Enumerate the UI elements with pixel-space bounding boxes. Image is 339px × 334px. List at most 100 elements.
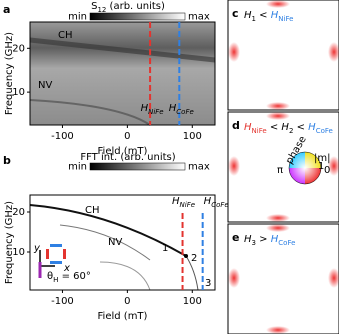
wheel-label: |m| — [314, 153, 330, 164]
x-tick-label: -100 — [51, 296, 74, 307]
subscript: 3 — [252, 239, 256, 247]
colorbar-max: max — [188, 12, 210, 23]
y-tick-label: 10 — [12, 87, 25, 98]
text-part: < — [256, 10, 271, 21]
annotation: NV — [108, 237, 122, 248]
nv-curve — [59, 224, 151, 261]
axes-frame — [29, 194, 216, 291]
blob — [228, 268, 240, 288]
text-part: = 60° — [58, 271, 90, 282]
panel-label: a — [3, 3, 10, 16]
subscript: NiFe — [252, 127, 267, 135]
text-part: H — [141, 103, 149, 114]
text-part: θ — [47, 271, 53, 282]
wheel-label: 1 — [318, 161, 324, 172]
x-tick-label: 100 — [183, 131, 202, 142]
panel-label: e — [232, 231, 239, 244]
magnet — [50, 261, 62, 264]
subscript: 1 — [252, 15, 256, 23]
x-tick-label: 0 — [124, 131, 130, 142]
annotation: 1 — [162, 243, 168, 254]
x-axis-label: Field (mT) — [98, 311, 148, 322]
mode-dot — [184, 254, 188, 258]
x-tick-label: 100 — [183, 296, 202, 307]
blob — [266, 224, 290, 232]
y-tick-label: 20 — [12, 43, 25, 54]
text-part: FFT int. (arb. units) — [80, 152, 175, 163]
magnet — [46, 249, 49, 259]
colorbar — [89, 162, 186, 171]
subscript: NiFe — [278, 15, 293, 23]
text-part: H — [271, 10, 279, 21]
text-part: < — [293, 122, 308, 133]
subscript: CoFe — [211, 201, 229, 209]
text-part: < — [267, 122, 282, 133]
annotation: 2 — [191, 253, 197, 264]
y-axis-label: Frequency (GHz) — [4, 32, 15, 115]
magnet — [63, 249, 66, 259]
text-part: H — [172, 196, 180, 207]
blob — [328, 156, 339, 176]
map-frame — [227, 223, 339, 334]
subscript: 12 — [97, 6, 106, 14]
y-tick-label: 20 — [12, 207, 25, 218]
x-axis-label: Field (mT) — [98, 146, 148, 157]
blob — [266, 0, 290, 8]
panel-label: d — [232, 119, 240, 132]
heatmap — [30, 22, 215, 125]
map-title: H1 < HNiFe — [244, 10, 293, 23]
x-tick-label: -100 — [51, 131, 74, 142]
colorbar-title: FFT int. (arb. units) — [80, 152, 175, 163]
text-part: > — [256, 234, 271, 245]
panel-label: c — [232, 7, 239, 20]
text-part: H — [271, 234, 279, 245]
text-part: (arb. units) — [106, 1, 165, 12]
axes-frame — [29, 21, 216, 126]
y-axis-label: Frequency (GHz) — [4, 201, 15, 284]
annotation: 3 — [205, 278, 211, 289]
subscript: CoFe — [278, 239, 295, 247]
text-part: H — [204, 196, 212, 207]
blob — [266, 326, 290, 334]
text-part: H — [244, 234, 252, 245]
text-part: H — [244, 10, 252, 21]
text-part: H — [281, 122, 289, 133]
annotation: NV — [38, 80, 52, 91]
map-title: H3 > HCoFe — [244, 234, 295, 247]
annotation: CH — [58, 30, 73, 41]
colorbar-min: min — [68, 162, 87, 173]
magnet — [50, 244, 62, 247]
y-tick-label: 10 — [12, 247, 25, 258]
field-label: HNiFe — [141, 103, 164, 116]
colorbar-title: S12 (arb. units) — [91, 1, 165, 14]
blob — [266, 214, 290, 222]
subscript: 2 — [289, 127, 293, 135]
inset-label: x — [63, 263, 70, 274]
inset-label: y — [33, 243, 41, 254]
ch-curve — [29, 204, 187, 257]
map-frame — [227, 0, 339, 111]
branch-curve — [99, 261, 151, 291]
subscript: NiFe — [148, 108, 164, 116]
text-part: H — [244, 122, 252, 133]
subscript: NiFe — [180, 201, 196, 209]
blob — [266, 102, 290, 110]
ch-band — [29, 37, 216, 63]
blob — [328, 42, 339, 62]
phase-wheel — [288, 151, 322, 185]
blob — [266, 112, 290, 120]
panel-label: b — [3, 154, 11, 167]
field-label: HNiFe — [172, 196, 195, 209]
nv-band — [29, 99, 151, 126]
mode-maps — [227, 0, 339, 334]
field-label: HCoFe — [169, 103, 194, 116]
colorbar-max: max — [188, 162, 210, 173]
colorbar — [89, 12, 186, 21]
text-part: H — [169, 103, 177, 114]
wheel-label: 0 — [324, 165, 330, 176]
blob — [328, 268, 339, 288]
text-part: H — [308, 122, 316, 133]
subscript: H — [53, 276, 58, 284]
